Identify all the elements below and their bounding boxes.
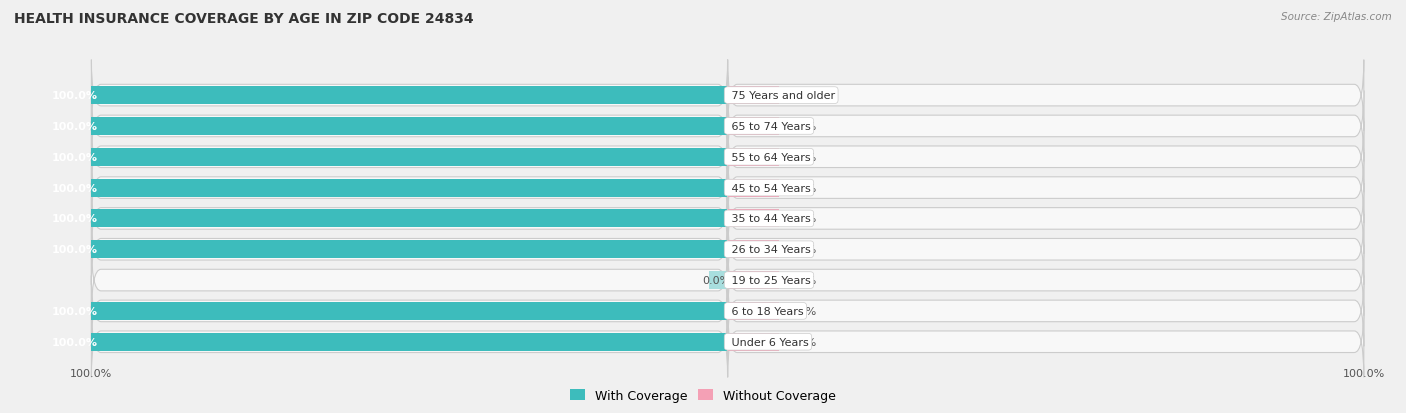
FancyBboxPatch shape [91,153,728,223]
Text: 6 to 18 Years: 6 to 18 Years [728,306,803,316]
FancyBboxPatch shape [728,245,1364,316]
Bar [709,271,728,290]
FancyBboxPatch shape [91,183,728,254]
FancyBboxPatch shape [728,183,1364,254]
Text: 0.0%: 0.0% [787,183,817,193]
Bar [91,87,728,105]
Bar [728,179,779,197]
FancyBboxPatch shape [91,214,728,285]
Bar [91,148,728,166]
FancyBboxPatch shape [91,122,728,193]
Text: 55 to 64 Years: 55 to 64 Years [728,152,810,162]
Text: 100.0%: 100.0% [52,214,98,224]
Text: 100.0%: 100.0% [52,306,98,316]
Text: 100.0%: 100.0% [52,244,98,255]
FancyBboxPatch shape [728,91,1364,162]
Bar [91,179,728,197]
Bar [728,241,779,259]
Bar [91,241,728,259]
FancyBboxPatch shape [91,60,728,131]
Text: 0.0%: 0.0% [787,214,817,224]
Text: 19 to 25 Years: 19 to 25 Years [728,275,810,285]
Text: 75 Years and older: 75 Years and older [728,91,835,101]
FancyBboxPatch shape [728,276,1364,347]
Text: 0.0%: 0.0% [787,306,817,316]
Text: Under 6 Years: Under 6 Years [728,337,808,347]
FancyBboxPatch shape [728,306,1364,377]
FancyBboxPatch shape [728,60,1364,131]
Bar [728,302,779,320]
Text: HEALTH INSURANCE COVERAGE BY AGE IN ZIP CODE 24834: HEALTH INSURANCE COVERAGE BY AGE IN ZIP … [14,12,474,26]
Bar [728,210,779,228]
FancyBboxPatch shape [728,214,1364,285]
Bar [728,148,779,166]
Bar [91,302,728,320]
Text: 35 to 44 Years: 35 to 44 Years [728,214,810,224]
Text: 26 to 34 Years: 26 to 34 Years [728,244,810,255]
FancyBboxPatch shape [91,276,728,347]
Text: 0.0%: 0.0% [787,244,817,255]
FancyBboxPatch shape [728,122,1364,193]
Bar [728,118,779,135]
Text: 100.0%: 100.0% [52,183,98,193]
Bar [91,210,728,228]
Bar [91,333,728,351]
Text: 0.0%: 0.0% [702,275,730,285]
Bar [91,118,728,135]
Bar [728,87,779,105]
Text: 100.0%: 100.0% [52,337,98,347]
Text: 100.0%: 100.0% [52,122,98,132]
Text: 0.0%: 0.0% [787,275,817,285]
Text: 0.0%: 0.0% [787,152,817,162]
Bar [728,271,779,290]
Text: 0.0%: 0.0% [787,337,817,347]
Text: 100.0%: 100.0% [52,152,98,162]
Bar [728,333,779,351]
Text: 0.0%: 0.0% [787,91,817,101]
FancyBboxPatch shape [91,306,728,377]
Text: 65 to 74 Years: 65 to 74 Years [728,122,810,132]
FancyBboxPatch shape [728,153,1364,223]
Text: Source: ZipAtlas.com: Source: ZipAtlas.com [1281,12,1392,22]
Text: 0.0%: 0.0% [787,122,817,132]
FancyBboxPatch shape [91,91,728,162]
Legend: With Coverage, Without Coverage: With Coverage, Without Coverage [565,384,841,407]
Text: 45 to 54 Years: 45 to 54 Years [728,183,810,193]
Text: 100.0%: 100.0% [52,91,98,101]
FancyBboxPatch shape [91,245,728,316]
